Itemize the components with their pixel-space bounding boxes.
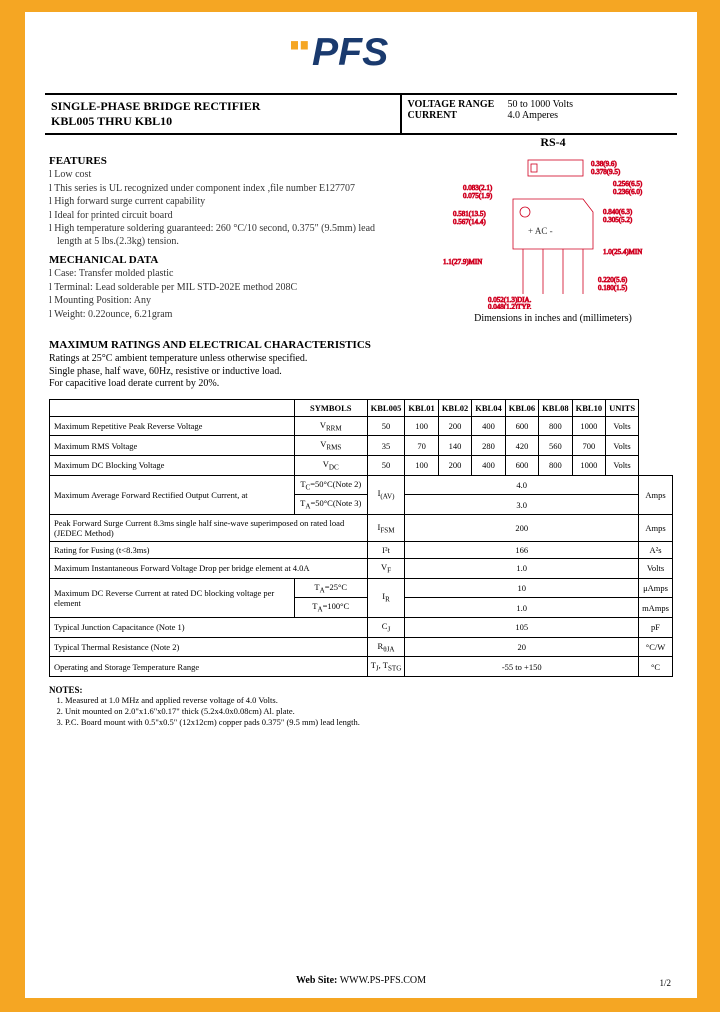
ratings-table: SYMBOLSKBL005KBL01KBL02KBL04KBL06KBL08KB… [49,399,673,678]
list-item: Measured at 1.0 MHz and applied reverse … [65,695,673,706]
list-item: Terminal: Lead solderable per MIL STD-20… [49,282,379,295]
max-ratings-head: MAXIMUM RATINGS AND ELECTRICAL CHARACTER… [49,339,673,391]
list-item: High forward surge current capability [49,196,379,209]
footer: Web Site: WWW.PS-PFS.COM [25,975,697,986]
vr-value: 50 to 1000 Volts [508,99,573,110]
package-diagram: RS-4 0.38(9.6) 0.378(9.5) 0.256(6.5) 0.2… [433,135,673,324]
title-line1: SINGLE-PHASE BRIDGE RECTIFIER [51,99,394,114]
list-item: Case: Transfer molded plastic [49,268,379,281]
list-item: Unit mounted on 2.0"x1.6"x0.17" thick (5… [65,706,673,717]
page-number: 1/2 [659,978,671,988]
svg-text:0.236(6.0): 0.236(6.0) [613,188,643,196]
svg-text:1.1(27.9)MIN: 1.1(27.9)MIN [443,258,482,266]
list-item: This series is UL recognized under compo… [49,183,379,196]
notes: NOTES: Measured at 1.0 MHz and applied r… [49,685,673,728]
svg-text:+ AC -: + AC - [528,226,553,236]
svg-text:0.083(2.1): 0.083(2.1) [463,184,493,192]
list-item: Ideal for printed circuit board [49,210,379,223]
svg-text:0.256(6.5): 0.256(6.5) [613,180,643,188]
header-bar: SINGLE-PHASE BRIDGE RECTIFIER KBL005 THR… [45,93,677,135]
title-line2: KBL005 THRU KBL10 [51,114,394,129]
mech-heading: MECHANICAL DATA [49,254,379,266]
list-item: High temperature soldering guaranteed: 2… [49,223,379,248]
mech-list: Case: Transfer molded plasticTerminal: L… [49,268,379,321]
list-item: Low cost [49,169,379,182]
vr-label: VOLTAGE RANGE [408,99,508,110]
list-item: Weight: 0.22ounce, 6.21gram [49,309,379,322]
svg-text:0.38(9.6): 0.38(9.6) [591,160,617,168]
svg-text:0.840(6.3): 0.840(6.3) [603,208,633,216]
svg-text:0.567(14.4): 0.567(14.4) [453,218,486,226]
dim-note: Dimensions in inches and (millimeters) [433,313,673,324]
cur-label: CURRENT [408,110,508,121]
svg-text:0.378(9.5): 0.378(9.5) [591,168,621,176]
features-heading: FEATURES [49,155,379,167]
svg-text:0.220(5.6): 0.220(5.6) [598,276,628,284]
svg-text:0.180(1.5): 0.180(1.5) [598,284,628,292]
list-item: Mounting Position: Any [49,295,379,308]
cur-value: 4.0 Amperes [508,110,559,121]
svg-text:0.048(1.2)TYP.: 0.048(1.2)TYP. [488,303,532,309]
pkg-label: RS-4 [433,135,673,150]
svg-text:0.305(5.2): 0.305(5.2) [603,216,633,224]
svg-text:0.581(13.5): 0.581(13.5) [453,210,486,218]
features-list: Low costThis series is UL recognized und… [49,169,379,248]
list-item: P.C. Board mount with 0.5"x0.5" (12x12cm… [65,717,673,728]
svg-text:1.0(25.4)MIN: 1.0(25.4)MIN [603,248,642,256]
svg-text:0.075(1.9): 0.075(1.9) [463,192,493,200]
logo: PFS [25,28,697,83]
svg-text:PFS: PFS [312,31,388,74]
